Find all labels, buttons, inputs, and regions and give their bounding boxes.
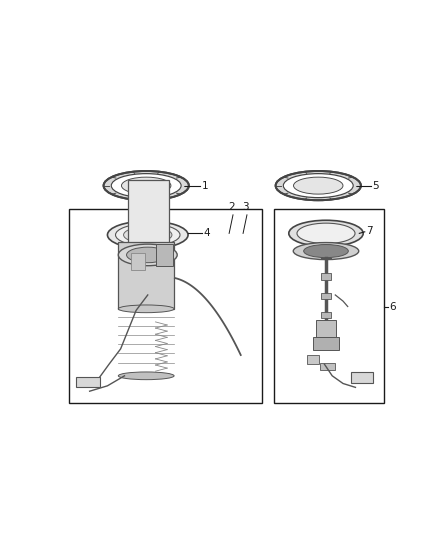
Ellipse shape [121, 177, 171, 194]
Bar [155, 244, 173, 265]
Text: 4: 4 [204, 228, 210, 238]
Ellipse shape [110, 173, 182, 198]
Text: 5: 5 [372, 181, 379, 191]
Ellipse shape [118, 305, 174, 313]
Text: 2: 2 [228, 202, 235, 212]
Bar [321, 273, 331, 280]
Bar [313, 336, 339, 350]
Ellipse shape [276, 171, 360, 200]
Ellipse shape [107, 221, 188, 249]
Ellipse shape [304, 245, 348, 257]
Bar [321, 312, 331, 318]
Text: 1: 1 [202, 181, 208, 191]
Bar [77, 377, 100, 387]
Ellipse shape [127, 247, 169, 263]
Ellipse shape [118, 372, 174, 379]
Ellipse shape [297, 223, 355, 244]
Ellipse shape [283, 173, 354, 198]
Text: 3: 3 [242, 202, 249, 212]
Text: 7: 7 [366, 226, 373, 236]
Bar [351, 372, 372, 383]
Bar [274, 209, 384, 403]
Ellipse shape [289, 220, 363, 246]
Ellipse shape [116, 224, 180, 246]
Ellipse shape [124, 227, 172, 243]
Bar [316, 320, 336, 337]
Bar [321, 293, 331, 299]
Text: 6: 6 [389, 302, 396, 311]
Bar [131, 253, 145, 270]
Ellipse shape [104, 171, 188, 200]
Bar [118, 242, 174, 309]
Ellipse shape [293, 177, 343, 194]
Ellipse shape [293, 243, 359, 260]
Ellipse shape [118, 244, 177, 265]
Bar [320, 363, 336, 370]
Bar [307, 355, 319, 364]
Bar [128, 180, 169, 255]
Bar [69, 209, 262, 403]
